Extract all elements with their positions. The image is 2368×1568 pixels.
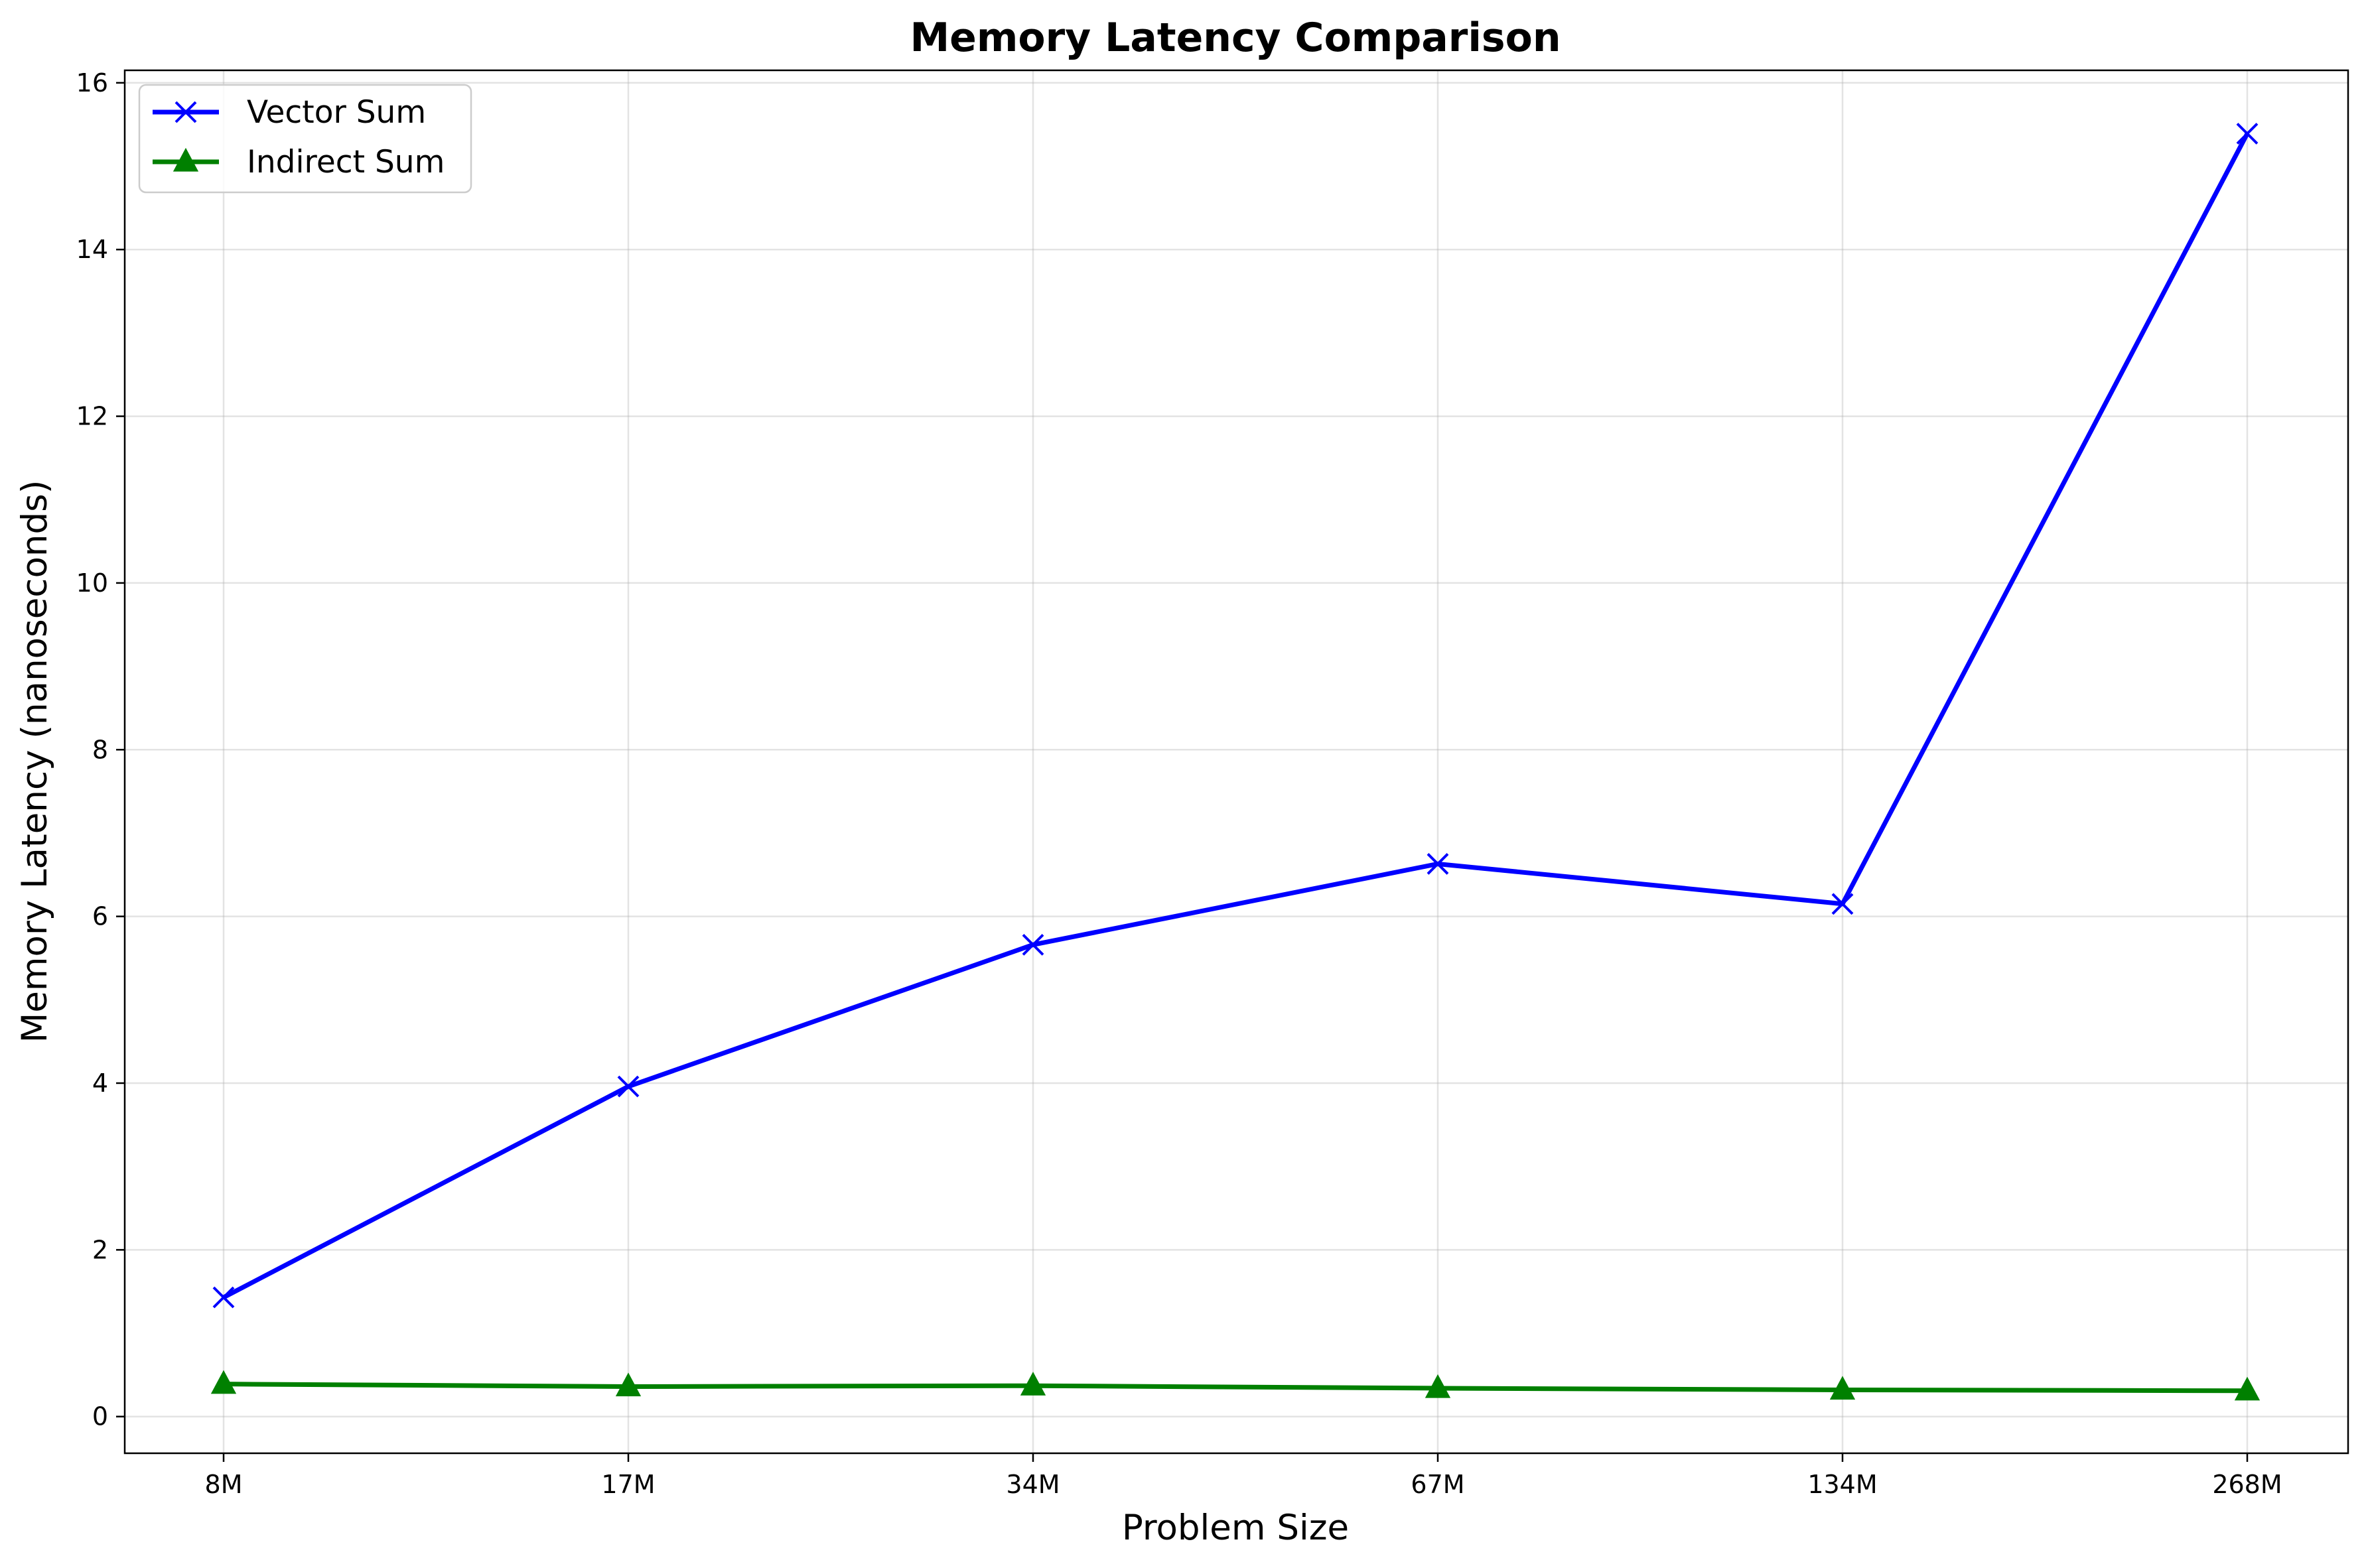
x-tick-label: 17M (601, 1470, 655, 1499)
series-line-vector-sum (222, 132, 2250, 1300)
data-point-vector-sum-stroke-b (1427, 853, 1449, 875)
data-point-vector-sum (1022, 933, 1044, 956)
chart-title: Memory Latency Comparison (910, 15, 1561, 61)
y-tick-label: 2 (92, 1235, 108, 1264)
data-point-vector-sum (212, 1286, 235, 1309)
series-line-indirect-sum (223, 1382, 2248, 1394)
data-point-vector-sum (2236, 123, 2259, 145)
legend-box (138, 84, 472, 194)
plot-frame (123, 69, 2349, 1455)
x-tick-label: 134M (1807, 1470, 1877, 1499)
legend-marker-vector-sum-shape (174, 101, 197, 123)
legend-marker-indirect-sum (173, 147, 199, 172)
data-point-indirect-sum (1425, 1374, 1451, 1398)
y-tick-label: 0 (92, 1402, 108, 1431)
legend-marker-indirect-sum-shape (173, 147, 199, 172)
x-axis-label: Problem Size (1122, 1508, 1349, 1548)
y-tick-label: 8 (92, 735, 108, 764)
data-point-indirect-sum (1829, 1376, 1856, 1400)
y-tick-label: 10 (76, 568, 108, 598)
x-tick-label: 34M (1006, 1470, 1060, 1499)
y-tick-label: 14 (76, 235, 108, 264)
grid (125, 70, 2348, 1453)
data-point-vector-sum (1831, 893, 1854, 915)
legend-label-vector-sum: Vector Sum (247, 94, 426, 131)
y-axis-ticks: 0 2 4 6 8 10 12 14 16 (76, 68, 125, 1431)
data-point-vector-sum-stroke-b (617, 1075, 640, 1098)
data-point-vector-sum-stroke-b (1831, 893, 1854, 915)
y-tick-label: 12 (76, 402, 108, 431)
y-axis-label: Memory Latency (nanoseconds) (15, 480, 55, 1043)
data-point-indirect-sum (210, 1370, 237, 1394)
data-point-vector-sum (617, 1075, 640, 1098)
x-tick-label: 8M (205, 1470, 243, 1499)
data-point-vector-sum-stroke-b (1022, 933, 1044, 956)
data-point-vector-sum-stroke-b (212, 1286, 235, 1309)
x-axis-ticks: 8M 17M 34M 67M 134M 268M (205, 1453, 2282, 1499)
legend: Vector Sum Indirect Sum (138, 84, 472, 194)
y-tick-label: 16 (76, 68, 108, 98)
legend-marker-vector-sum-shape-stroke-b (174, 101, 197, 123)
data-point-indirect-sum (1020, 1372, 1046, 1396)
data-point-vector-sum-stroke-b (2236, 123, 2259, 145)
data-point-indirect-sum (615, 1372, 642, 1397)
series-layer (210, 123, 2261, 1401)
y-tick-label: 6 (92, 902, 108, 931)
legend-label-indirect-sum: Indirect Sum (247, 144, 445, 180)
y-tick-label: 4 (92, 1069, 108, 1098)
x-tick-label: 268M (2212, 1470, 2282, 1499)
data-point-vector-sum (1427, 853, 1449, 875)
data-point-indirect-sum (2234, 1376, 2261, 1401)
x-tick-label: 67M (1411, 1470, 1464, 1499)
legend-marker-vector-sum (174, 101, 197, 123)
